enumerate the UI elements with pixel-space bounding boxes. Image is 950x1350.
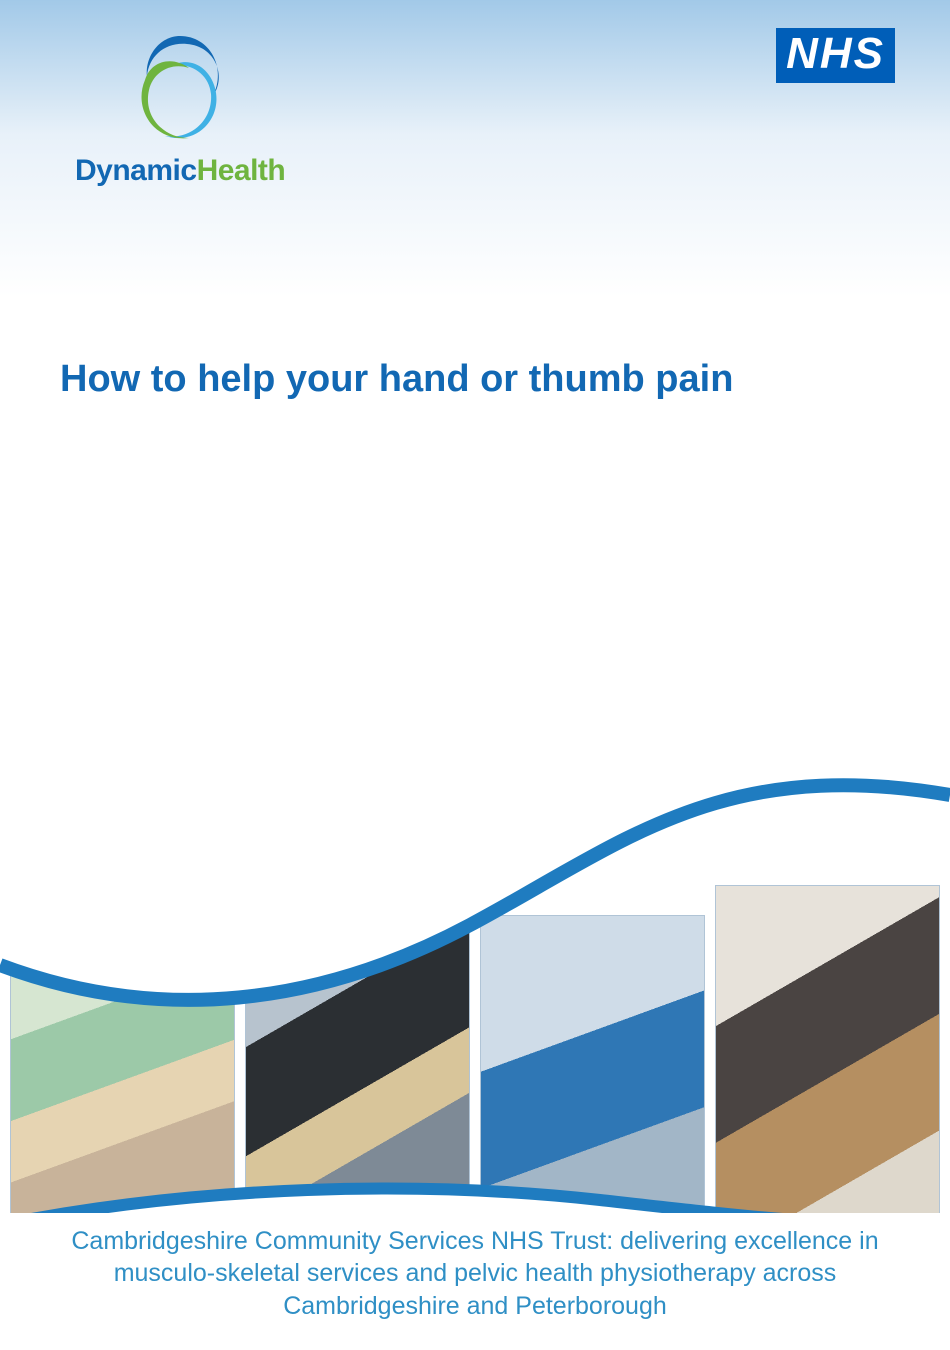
hero-photo-1: [10, 895, 235, 1225]
hero-photo-4: [715, 885, 940, 1225]
brand-word-1: Dynamic: [75, 154, 197, 187]
page-title: How to help your hand or thumb pain: [0, 188, 950, 401]
footer-line-2: musculo-skeletal services and pelvic hea…: [50, 1257, 900, 1290]
hero-photo-3: [480, 915, 705, 1225]
dynamichealth-logo: DynamicHealth: [75, 28, 285, 188]
footer-line-1: Cambridgeshire Community Services NHS Tr…: [50, 1225, 900, 1258]
hero-photo-2: [245, 915, 470, 1225]
photo-strip: [0, 885, 950, 1225]
hero-wave-region: [0, 725, 950, 1225]
swirl-icon: [115, 28, 245, 148]
footer-tagline: Cambridgeshire Community Services NHS Tr…: [0, 1213, 950, 1350]
footer-line-3: Cambridgeshire and Peterborough: [50, 1290, 900, 1323]
header: DynamicHealth NHS: [0, 0, 950, 188]
brand-word-2: Health: [197, 154, 286, 187]
brand-wordmark: DynamicHealth: [75, 154, 285, 188]
nhs-logo: NHS: [776, 28, 895, 83]
